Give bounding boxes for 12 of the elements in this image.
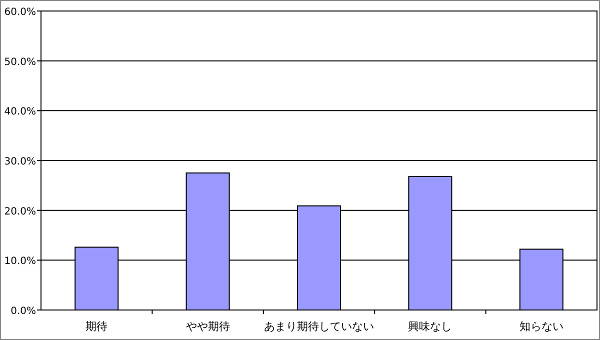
x-tick-label: 期待 [86, 320, 108, 333]
y-tick-label: 20.0% [4, 206, 36, 218]
y-tick-label: 40.0% [4, 106, 36, 118]
y-tick-label: 30.0% [4, 156, 36, 168]
x-tick-label: 興味なし [408, 320, 452, 333]
y-tick-label: 50.0% [4, 56, 36, 68]
x-tick-label: 知らない [519, 320, 564, 333]
y-tick-label: 60.0% [4, 7, 36, 18]
x-tick-label: あまり期待していない [264, 320, 374, 333]
y-tick-label: 10.0% [4, 256, 36, 268]
y-tick-label: 0.0% [10, 306, 36, 317]
x-tick-label: やや期待 [186, 320, 230, 333]
